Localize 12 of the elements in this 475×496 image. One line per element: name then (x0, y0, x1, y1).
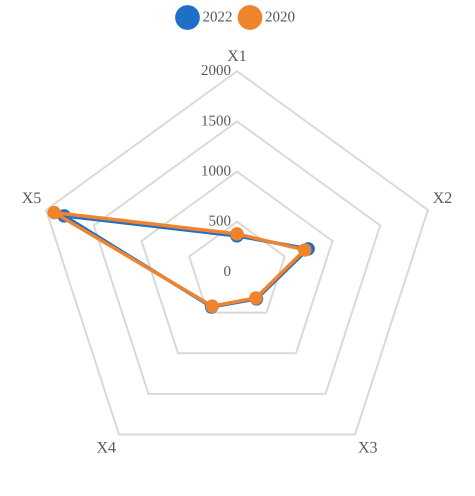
y-tick-label: 500 (208, 214, 231, 230)
y-tick-label: 1000 (201, 164, 231, 180)
legend-label: 2020 (265, 9, 295, 26)
spoke-label: X4 (96, 439, 116, 456)
y-tick-label: 0 (224, 264, 231, 280)
spoke-label: X2 (432, 190, 452, 208)
y-tick-label: 2000 (201, 63, 231, 80)
spoke-label: X5 (22, 190, 42, 208)
spoke-label: X3 (358, 439, 378, 456)
legend-label: 2022 (202, 9, 232, 26)
y-tick-label: 1500 (201, 113, 231, 130)
spoke-label: X1 (227, 48, 247, 65)
